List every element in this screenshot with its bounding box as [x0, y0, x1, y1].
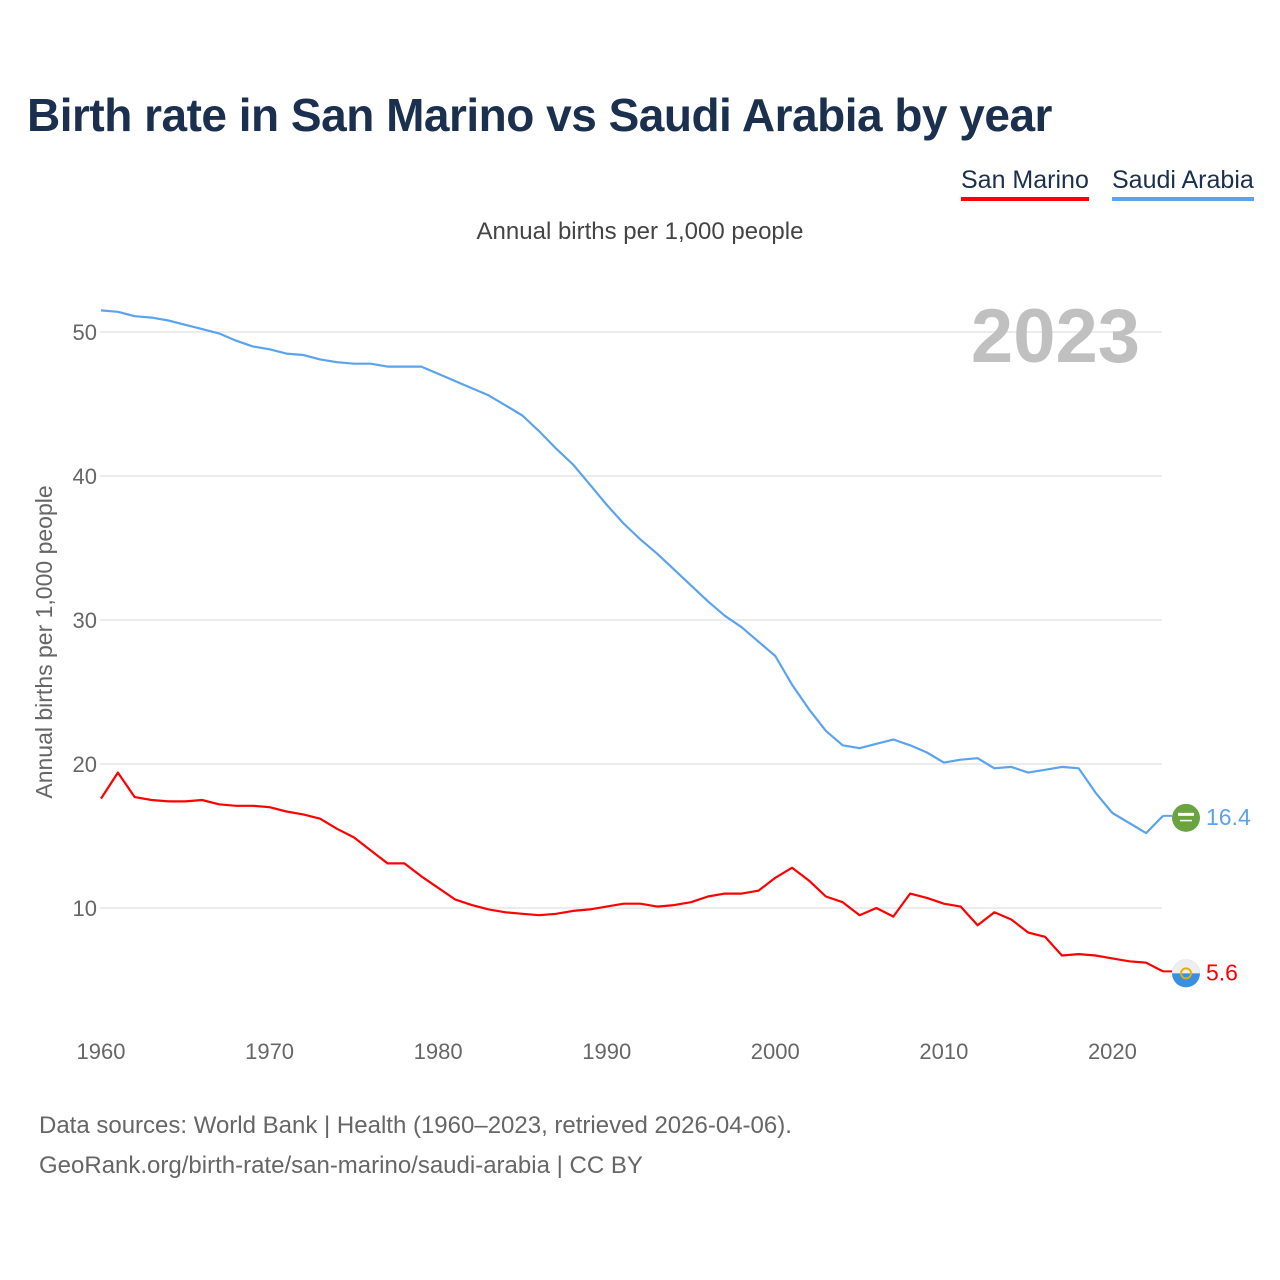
year-label: 2023: [971, 294, 1140, 379]
y-tick-label: 50: [73, 320, 97, 345]
footer: Data sources: World Bank | Health (1960–…: [39, 1106, 792, 1186]
x-tick-label: 1970: [245, 1039, 294, 1064]
saudi-arabia-flag-icon: [1172, 803, 1200, 832]
y-tick-label: 10: [73, 896, 97, 921]
legend-san-marino[interactable]: San Marino: [961, 166, 1089, 201]
x-tick-label: 1990: [582, 1039, 631, 1064]
y-tick-label: 20: [73, 752, 97, 777]
end-value-label: 5.6: [1206, 959, 1238, 985]
series-line-san-marino: [100, 771, 1164, 973]
legend-saudi-arabia[interactable]: Saudi Arabia: [1112, 166, 1254, 201]
y-tick-label: 40: [73, 464, 97, 489]
chart-title: Birth rate in San Marino vs Saudi Arabia…: [27, 89, 1052, 141]
x-tick-label: 2000: [751, 1039, 800, 1064]
x-tick-label: 2010: [919, 1039, 968, 1064]
y-axis-label: Annual births per 1,000 people: [31, 485, 57, 798]
footer-link[interactable]: GeoRank.org/birth-rate/san-marino/saudi-…: [39, 1152, 643, 1179]
x-tick-label: 1960: [77, 1039, 126, 1064]
x-tick-label: 2020: [1088, 1039, 1137, 1064]
end-value-label: 16.4: [1206, 804, 1251, 830]
y-tick-label: 30: [73, 608, 97, 633]
series-line-saudi-arabia: [100, 309, 1164, 835]
chart-subtitle: Annual births per 1,000 people: [476, 218, 804, 245]
footer-sources: Data sources: World Bank | Health (1960–…: [39, 1112, 792, 1139]
x-tick-label: 1980: [414, 1039, 463, 1064]
